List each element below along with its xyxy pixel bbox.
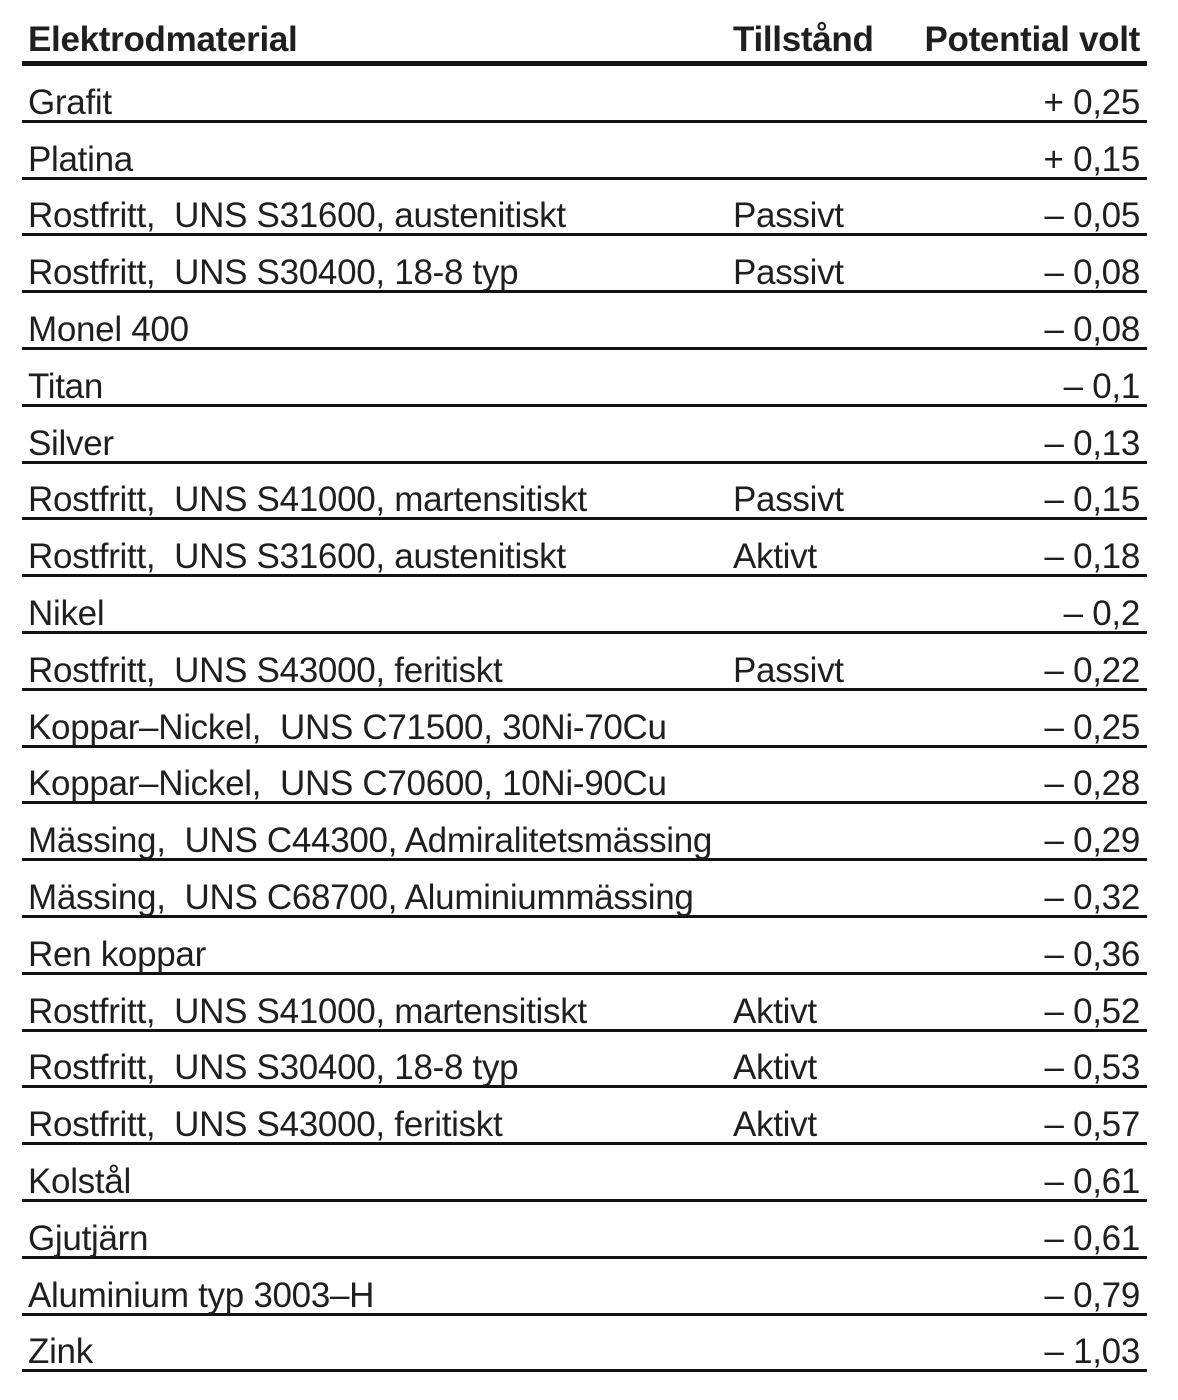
material-cell: Gjutjärn [28,1218,149,1258]
table-row: Kolstål – 0,61 [22,1145,1147,1202]
potential-cell: – 0,08 [1044,309,1140,349]
state-cell: Passivt [733,196,844,236]
material-cell: Koppar–Nickel, UNS C71500, 30Ni-70Cu [28,707,667,747]
table-row: Aluminium typ 3003–H – 0,79 [22,1259,1147,1316]
material-cell: Kolstål [28,1161,131,1201]
column-header-state: Tillstånd [733,20,874,59]
potential-cell: – 0,52 [1044,991,1140,1031]
material-cell: Zink [28,1332,93,1372]
potential-cell: – 0,57 [1044,1105,1140,1145]
material-cell: Silver [28,423,114,463]
table-row: Silver – 0,13 [22,407,1147,464]
potential-cell: – 0,36 [1044,934,1140,974]
material-cell: Grafit [28,82,112,122]
state-cell: Aktivt [733,991,817,1031]
state-cell: Passivt [733,650,844,690]
potential-cell: + 0,15 [1043,139,1141,179]
state-cell: Passivt [733,253,844,293]
material-cell: Ren koppar [28,934,206,974]
material-cell: Rostfritt, UNS S41000, martensitiskt [28,991,587,1031]
potential-cell: – 1,03 [1044,1332,1140,1372]
potential-cell: – 0,25 [1044,707,1140,747]
potential-cell: – 0,13 [1044,423,1140,463]
material-cell: Platina [28,139,133,179]
potential-cell: – 0,18 [1044,537,1140,577]
potential-cell: – 0,28 [1044,764,1140,804]
table-row: Koppar–Nickel, UNS C71500, 30Ni-70Cu – 0,… [22,691,1147,748]
potential-cell: – 0,15 [1044,480,1140,520]
state-cell: Aktivt [733,1105,817,1145]
table-row: Rostfritt, UNS S31600, austenitiskt Aktiv… [22,520,1147,578]
material-cell: Aluminium typ 3003–H [28,1275,375,1315]
material-cell: Rostfritt, UNS S43000, feritiskt [28,1105,503,1145]
state-cell: Aktivt [733,1048,817,1088]
column-header-material: Elektrodmaterial [28,20,298,59]
table-row: Zink – 1,03 [22,1316,1147,1373]
material-cell: Monel 400 [28,309,189,349]
potential-cell: – 0,79 [1044,1275,1140,1315]
table-row: Grafit + 0,25 [22,66,1147,123]
table-header-row: Elektrodmaterial Tillstånd Potential vol… [22,0,1147,66]
table-row: Monel 400 – 0,08 [22,293,1147,350]
table-body: Grafit + 0,25 Platina + 0,15 Rostfritt, UNS … [22,66,1147,1373]
potential-cell: – 0,61 [1044,1218,1140,1258]
table-row: Platina + 0,15 [22,123,1147,180]
material-cell: Rostfritt, UNS S41000, martensitiskt [28,480,587,520]
table-row: Titan – 0,1 [22,350,1147,407]
potential-cell: – 0,61 [1044,1161,1140,1201]
material-cell: Rostfritt, UNS S30400, 18-8 typ [28,1048,519,1088]
column-header-potential: Potential volt [924,20,1140,59]
material-cell: Nikel [28,593,105,633]
state-cell: Passivt [733,480,844,520]
material-cell: Rostfritt, UNS S30400, 18-8 typ [28,253,519,293]
table-row: Ren koppar – 0,36 [22,918,1147,975]
potential-cell: – 0,22 [1044,650,1140,690]
potential-cell: – 0,32 [1044,877,1140,917]
potential-cell: – 0,05 [1044,196,1140,236]
table-row: Rostfritt, UNS S43000, feritiskt Aktivt – … [22,1088,1147,1146]
potential-cell: – 0,1 [1063,366,1141,406]
state-cell: Aktivt [733,537,817,577]
material-cell: Mässing, UNS C44300, Admiralitetsmässing [28,821,713,861]
table-row: Nikel – 0,2 [22,577,1147,634]
material-cell: Rostfritt, UNS S31600, austenitiskt [28,537,566,577]
potential-cell: + 0,25 [1043,82,1141,122]
material-cell: Rostfritt, UNS S31600, austenitiskt [28,196,566,236]
table-row: Koppar–Nickel, UNS C70600, 10Ni-90Cu – 0,… [22,748,1147,805]
material-cell: Titan [28,366,104,406]
table-row: Rostfritt, UNS S31600, austenitiskt Passi… [22,180,1147,237]
table-row: Rostfritt, UNS S30400, 18-8 typ Passivt – … [22,236,1147,294]
material-cell: Rostfritt, UNS S43000, feritiskt [28,650,503,690]
potential-cell: – 0,53 [1044,1048,1140,1088]
table-row: Rostfritt, UNS S43000, feritiskt Passivt –… [22,634,1147,691]
table-row: Rostfritt, UNS S30400, 18-8 typ Aktivt – 0… [22,1032,1147,1089]
table-row: Mässing, UNS C68700, Aluminiummässing – 0… [22,861,1147,918]
galvanic-series-table: Elektrodmaterial Tillstånd Potential vol… [22,0,1147,1373]
material-cell: Koppar–Nickel, UNS C70600, 10Ni-90Cu [28,764,667,804]
table-row: Mässing, UNS C44300, Admiralitetsmässing… [22,804,1147,862]
potential-cell: – 0,08 [1044,253,1140,293]
table-row: Rostfritt, UNS S41000, martensitiskt Pass… [22,464,1147,521]
table-row: Gjutjärn – 0,61 [22,1202,1147,1259]
table-row: Rostfritt, UNS S41000, martensitiskt Akti… [22,975,1147,1032]
potential-cell: – 0,29 [1044,821,1140,861]
material-cell: Mässing, UNS C68700, Aluminiummässing [28,877,694,917]
potential-cell: – 0,2 [1063,593,1141,633]
